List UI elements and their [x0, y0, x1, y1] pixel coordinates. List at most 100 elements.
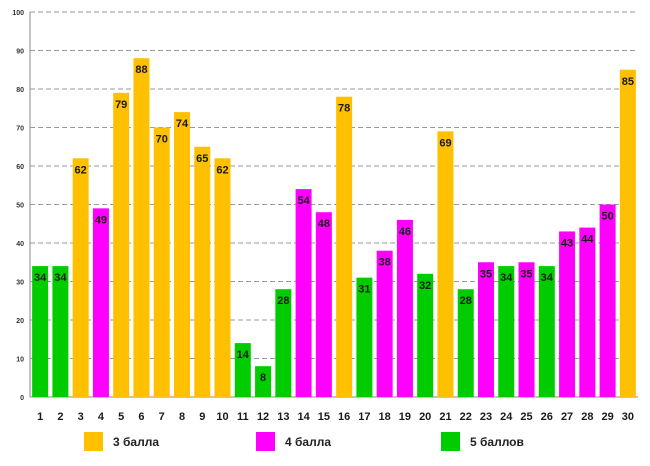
bar-12 — [255, 366, 272, 397]
data-label-29: 50 — [601, 211, 613, 223]
legend-label-5-ballov: 5 баллов — [470, 434, 524, 449]
data-label-8: 74 — [176, 118, 189, 130]
bar-7 — [153, 127, 170, 397]
legend-swatch-4-balla — [256, 432, 275, 451]
data-label-21: 69 — [439, 137, 451, 149]
x-tick-label-16: 16 — [338, 411, 350, 423]
data-label-18: 38 — [379, 257, 391, 269]
x-tick-label-9: 9 — [199, 411, 205, 423]
x-tick-label-13: 13 — [277, 411, 289, 423]
bar-13 — [275, 289, 292, 397]
bar-22 — [457, 289, 474, 397]
x-tick-label-23: 23 — [480, 411, 492, 423]
x-tick-label-1: 1 — [37, 411, 43, 423]
bar-5 — [113, 92, 130, 397]
bar-3 — [72, 158, 89, 397]
bar-2 — [52, 266, 69, 397]
bar-29 — [599, 204, 616, 397]
bar-15 — [315, 212, 332, 397]
x-tick-label-12: 12 — [257, 411, 269, 423]
data-label-2: 34 — [54, 272, 67, 284]
y-tick-label: 0 — [20, 395, 24, 402]
x-tick-label-24: 24 — [500, 411, 513, 423]
x-tick-label-10: 10 — [216, 411, 228, 423]
data-label-27: 43 — [561, 237, 573, 249]
data-label-28: 44 — [581, 234, 594, 246]
legend-swatch-3-balla — [84, 432, 103, 451]
bar-6 — [133, 58, 150, 397]
data-label-10: 62 — [216, 164, 228, 176]
x-tick-label-15: 15 — [318, 411, 330, 423]
data-label-9: 65 — [196, 153, 208, 165]
legend-label-3-balla: 3 балла — [113, 434, 160, 449]
bar-20 — [417, 273, 434, 397]
x-tick-label-7: 7 — [159, 411, 165, 423]
data-label-5: 79 — [115, 99, 127, 111]
x-tick-label-27: 27 — [561, 411, 573, 423]
bar-10 — [214, 158, 231, 397]
x-tick-label-6: 6 — [138, 411, 144, 423]
legend-item-4-balla: 4 балла — [256, 432, 331, 451]
bar-11 — [234, 343, 251, 397]
data-label-25: 35 — [520, 268, 532, 280]
bar-30 — [619, 69, 636, 397]
data-label-30: 85 — [622, 76, 634, 88]
x-tick-label-4: 4 — [98, 411, 105, 423]
x-tick-label-25: 25 — [520, 411, 532, 423]
data-label-11: 14 — [237, 349, 250, 361]
legend-item-5-ballov: 5 баллов — [441, 432, 524, 451]
data-label-24: 34 — [500, 272, 513, 284]
x-tick-label-19: 19 — [399, 411, 411, 423]
bar-28 — [579, 227, 596, 397]
bar-25 — [518, 262, 535, 397]
bar-26 — [538, 266, 555, 397]
bar-1 — [32, 266, 49, 397]
y-tick-label: 100 — [12, 10, 24, 17]
data-label-1: 34 — [34, 272, 47, 284]
y-tick-label: 10 — [16, 357, 24, 364]
x-tick-label-29: 29 — [601, 411, 613, 423]
data-label-14: 54 — [297, 195, 310, 207]
bar-18 — [376, 250, 393, 397]
bar-23 — [478, 262, 494, 397]
y-tick-label: 90 — [16, 49, 24, 56]
x-tick-label-5: 5 — [118, 411, 124, 423]
bar-24 — [498, 266, 515, 397]
x-tick-label-26: 26 — [541, 411, 553, 423]
legend-item-3-balla: 3 балла — [84, 432, 159, 451]
bar-27 — [559, 231, 576, 397]
x-tick-label-14: 14 — [297, 411, 310, 423]
y-tick-label: 20 — [16, 318, 24, 325]
data-label-20: 32 — [419, 280, 431, 292]
data-label-3: 62 — [75, 164, 87, 176]
y-tick-label: 70 — [16, 126, 24, 133]
data-label-19: 46 — [399, 226, 411, 238]
x-tick-label-3: 3 — [78, 411, 84, 423]
x-tick-label-21: 21 — [439, 411, 451, 423]
y-tick-label: 40 — [16, 241, 24, 248]
data-label-22: 28 — [460, 295, 472, 307]
data-label-15: 48 — [318, 218, 330, 230]
y-tick-label: 60 — [16, 164, 24, 171]
x-tick-label-28: 28 — [581, 411, 593, 423]
legend-label-4-balla: 4 балла — [285, 434, 332, 449]
x-tick-label-20: 20 — [419, 411, 431, 423]
bar-21 — [437, 131, 454, 397]
legend-swatch-5-ballov — [441, 432, 460, 451]
data-label-26: 34 — [541, 272, 554, 284]
bar-16 — [336, 96, 353, 397]
bar-14 — [295, 189, 312, 397]
data-label-13: 28 — [277, 295, 289, 307]
y-tick-label: 50 — [16, 203, 24, 210]
x-tick-label-18: 18 — [379, 411, 391, 423]
x-tick-label-17: 17 — [358, 411, 370, 423]
y-tick-label: 30 — [16, 280, 24, 287]
data-label-16: 78 — [338, 103, 350, 115]
bar-17 — [356, 277, 373, 397]
data-label-4: 49 — [95, 214, 107, 226]
x-tick-label-8: 8 — [179, 411, 185, 423]
bar-8 — [174, 112, 190, 397]
y-tick-label: 80 — [16, 87, 24, 94]
x-tick-label-22: 22 — [460, 411, 472, 423]
